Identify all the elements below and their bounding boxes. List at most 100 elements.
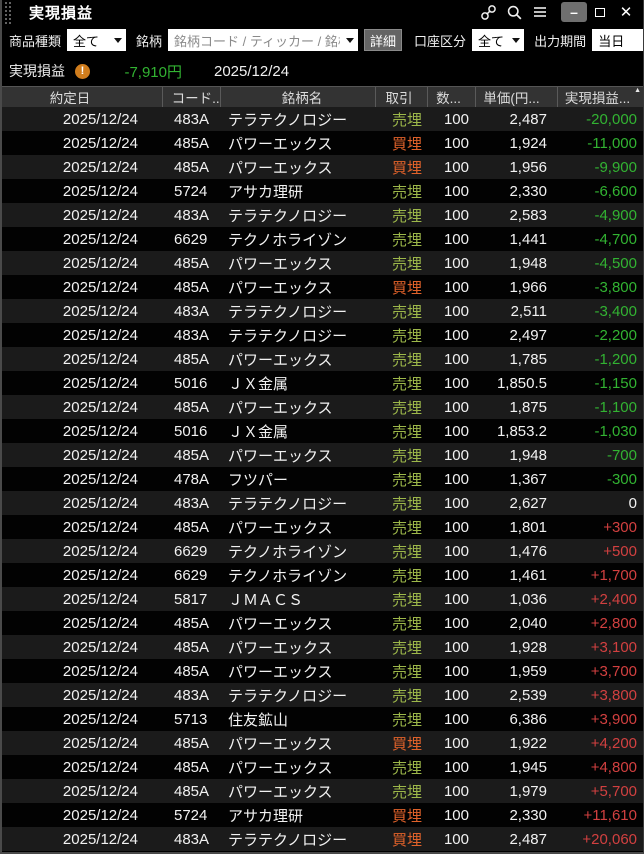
menu-icon[interactable] <box>527 1 553 23</box>
table-row[interactable]: 2025/12/24 485A パワーエックス 売埋 100 1,875 -1,… <box>2 395 643 419</box>
cell-quantity: 100 <box>443 350 469 368</box>
cell-trade-type: 売埋 <box>391 207 422 225</box>
header-symbol-name[interactable]: 銘柄名 <box>220 87 375 107</box>
header-quantity[interactable]: 数... <box>427 87 475 107</box>
table-row[interactable]: 2025/12/24 5016 ＪＸ金属 売埋 100 1,853.2 -1,0… <box>2 419 643 443</box>
table-row[interactable]: 2025/12/24 6629 テクノホライゾン 売埋 100 1,476 +5… <box>2 539 643 563</box>
cell-trade-type: 売埋 <box>391 111 422 129</box>
cell-code: 485A <box>174 278 210 296</box>
table-row[interactable]: 2025/12/24 5817 ＪＭＡＣＳ 売埋 100 1,036 +2,40… <box>2 587 643 611</box>
cell-quantity: 100 <box>443 782 469 800</box>
table-row[interactable]: 2025/12/24 485A パワーエックス 売埋 100 1,945 +4,… <box>2 755 643 779</box>
search-icon[interactable] <box>501 1 527 23</box>
table-row[interactable]: 2025/12/24 485A パワーエックス 売埋 100 1,979 +5,… <box>2 779 643 803</box>
table-header-row: 約定日 コード... 銘柄名 取引 数... 単価(円... 実現損益... ▲ <box>2 86 643 107</box>
output-period-select[interactable]: 当日 <box>592 29 643 51</box>
detail-button[interactable]: 詳細 <box>363 29 402 51</box>
table-row[interactable]: 2025/12/24 485A パワーエックス 売埋 100 1,785 -1,… <box>2 347 643 371</box>
table-row[interactable]: 2025/12/24 478A フツパー 売埋 100 1,367 -300 <box>2 467 643 491</box>
table-row[interactable]: 2025/12/24 485A パワーエックス 売埋 100 1,959 +3,… <box>2 659 643 683</box>
cell-unit-price: 1,875 <box>509 398 547 416</box>
cell-trade-date: 2025/12/24 <box>62 158 138 176</box>
cell-quantity: 100 <box>443 758 469 776</box>
cell-symbol-name: パワーエックス <box>228 351 333 369</box>
cell-realized-pl: +2,800 <box>590 614 637 632</box>
table-row[interactable]: 2025/12/24 483A テラテクノロジー 売埋 100 2,487 -2… <box>2 107 643 131</box>
cell-symbol-name: テクノホライゾン <box>228 543 348 561</box>
table-row[interactable]: 2025/12/24 485A パワーエックス 売埋 100 1,801 +30… <box>2 515 643 539</box>
table-row[interactable]: 2025/12/24 485A パワーエックス 買埋 100 1,956 -9,… <box>2 155 643 179</box>
cell-unit-price: 2,487 <box>509 830 547 848</box>
table-row[interactable]: 2025/12/24 483A テラテクノロジー 売埋 100 2,583 -4… <box>2 203 643 227</box>
header-trade-type[interactable]: 取引 <box>375 87 427 107</box>
table-row[interactable]: 2025/12/24 485A パワーエックス 売埋 100 1,928 +3,… <box>2 635 643 659</box>
symbol-placeholder: 銘柄コード / ティッカー / 銘柄名 <box>173 33 340 49</box>
maximize-button[interactable] <box>587 2 613 22</box>
cell-symbol-name: パワーエックス <box>228 135 333 153</box>
cell-quantity: 100 <box>443 494 469 512</box>
cell-realized-pl: -11,000 <box>587 134 637 152</box>
product-type-select[interactable]: 全て <box>67 29 126 51</box>
warning-icon[interactable]: ! <box>75 63 90 79</box>
header-unit-price[interactable]: 単価(円... <box>475 87 557 107</box>
summary-date: 2025/12/24 <box>214 62 290 80</box>
cell-trade-date: 2025/12/24 <box>62 422 138 440</box>
cell-code: 485A <box>174 446 210 464</box>
cell-trade-type: 売埋 <box>391 783 422 801</box>
header-realized-pl[interactable]: 実現損益... ▲ <box>557 87 643 107</box>
close-button[interactable]: ✕ <box>613 2 639 22</box>
table-row[interactable]: 2025/12/24 5724 アサカ理研 売埋 100 2,330 -6,60… <box>2 179 643 203</box>
cell-unit-price: 2,487 <box>509 110 547 128</box>
link-icon[interactable] <box>475 1 501 23</box>
cell-symbol-name: ＪＭＡＣＳ <box>228 591 304 609</box>
table-row[interactable]: 2025/12/24 485A パワーエックス 買埋 100 1,966 -3,… <box>2 275 643 299</box>
table-row[interactable]: 2025/12/24 483A テラテクノロジー 売埋 100 2,627 0 <box>2 491 643 515</box>
cell-trade-date: 2025/12/24 <box>62 230 138 248</box>
table-row[interactable]: 2025/12/24 483A テラテクノロジー 売埋 100 2,539 +3… <box>2 683 643 707</box>
table-row[interactable]: 2025/12/24 5016 ＪＸ金属 売埋 100 1,850.5 -1,1… <box>2 371 643 395</box>
table-row[interactable]: 2025/12/24 5713 住友鉱山 売埋 100 6,386 +3,900 <box>2 707 643 731</box>
table-row[interactable]: 2025/12/24 485A パワーエックス 売埋 100 1,948 -4,… <box>2 251 643 275</box>
cell-symbol-name: パワーエックス <box>228 639 333 657</box>
cell-symbol-name: テラテクノロジー <box>228 327 348 345</box>
cell-realized-pl: -4,700 <box>594 230 637 248</box>
output-period-label: 出力期間 <box>534 33 587 49</box>
cell-code: 483A <box>174 110 210 128</box>
cell-code: 483A <box>174 206 210 224</box>
table-row[interactable]: 2025/12/24 483A テラテクノロジー 売埋 100 2,511 -3… <box>2 299 643 323</box>
table-row[interactable]: 2025/12/24 6629 テクノホライゾン 売埋 100 1,461 +1… <box>2 563 643 587</box>
cell-trade-date: 2025/12/24 <box>62 806 138 824</box>
table-row[interactable]: 2025/12/24 483A テラテクノロジー 買埋 100 2,487 +2… <box>2 827 643 851</box>
header-trade-date[interactable]: 約定日 <box>49 91 91 106</box>
account-type-select[interactable]: 全て <box>472 29 525 51</box>
header-code[interactable]: コード... <box>162 87 220 107</box>
table-row[interactable]: 2025/12/24 5724 アサカ理研 買埋 100 2,330 +11,6… <box>2 803 643 827</box>
cell-realized-pl: -4,500 <box>594 254 637 272</box>
cell-trade-type: 買埋 <box>391 735 422 753</box>
cell-trade-date: 2025/12/24 <box>62 782 138 800</box>
cell-unit-price: 1,476 <box>509 542 547 560</box>
cell-quantity: 100 <box>443 398 469 416</box>
cell-code: 485A <box>174 518 210 536</box>
cell-unit-price: 1,922 <box>509 734 547 752</box>
cell-realized-pl: +300 <box>603 518 637 536</box>
cell-trade-date: 2025/12/24 <box>62 254 138 272</box>
window-drag-handle[interactable] <box>3 0 13 24</box>
cell-trade-type: 売埋 <box>391 327 422 345</box>
cell-trade-date: 2025/12/24 <box>62 830 138 848</box>
cell-realized-pl: -1,030 <box>594 422 637 440</box>
table-row[interactable]: 2025/12/24 485A パワーエックス 買埋 100 1,924 -11… <box>2 131 643 155</box>
minimize-button[interactable]: – <box>561 2 587 22</box>
table-row[interactable]: 2025/12/24 483A テラテクノロジー 売埋 100 2,497 -2… <box>2 323 643 347</box>
table-row[interactable]: 2025/12/24 485A パワーエックス 売埋 100 1,948 -70… <box>2 443 643 467</box>
symbol-search-combobox[interactable]: 銘柄コード / ティッカー / 銘柄名 <box>167 29 358 51</box>
product-type-label: 商品種類 <box>9 33 62 49</box>
cell-code: 5016 <box>174 422 208 440</box>
table-row[interactable]: 2025/12/24 6629 テクノホライゾン 売埋 100 1,441 -4… <box>2 227 643 251</box>
cell-unit-price: 2,511 <box>510 302 547 320</box>
table-row[interactable]: 2025/12/24 485A パワーエックス 買埋 100 1,922 +4,… <box>2 731 643 755</box>
cell-unit-price: 1,966 <box>509 278 547 296</box>
table-row[interactable]: 2025/12/24 485A パワーエックス 売埋 100 2,040 +2,… <box>2 611 643 635</box>
cell-unit-price: 1,959 <box>509 662 547 680</box>
cell-code: 485A <box>174 254 210 272</box>
